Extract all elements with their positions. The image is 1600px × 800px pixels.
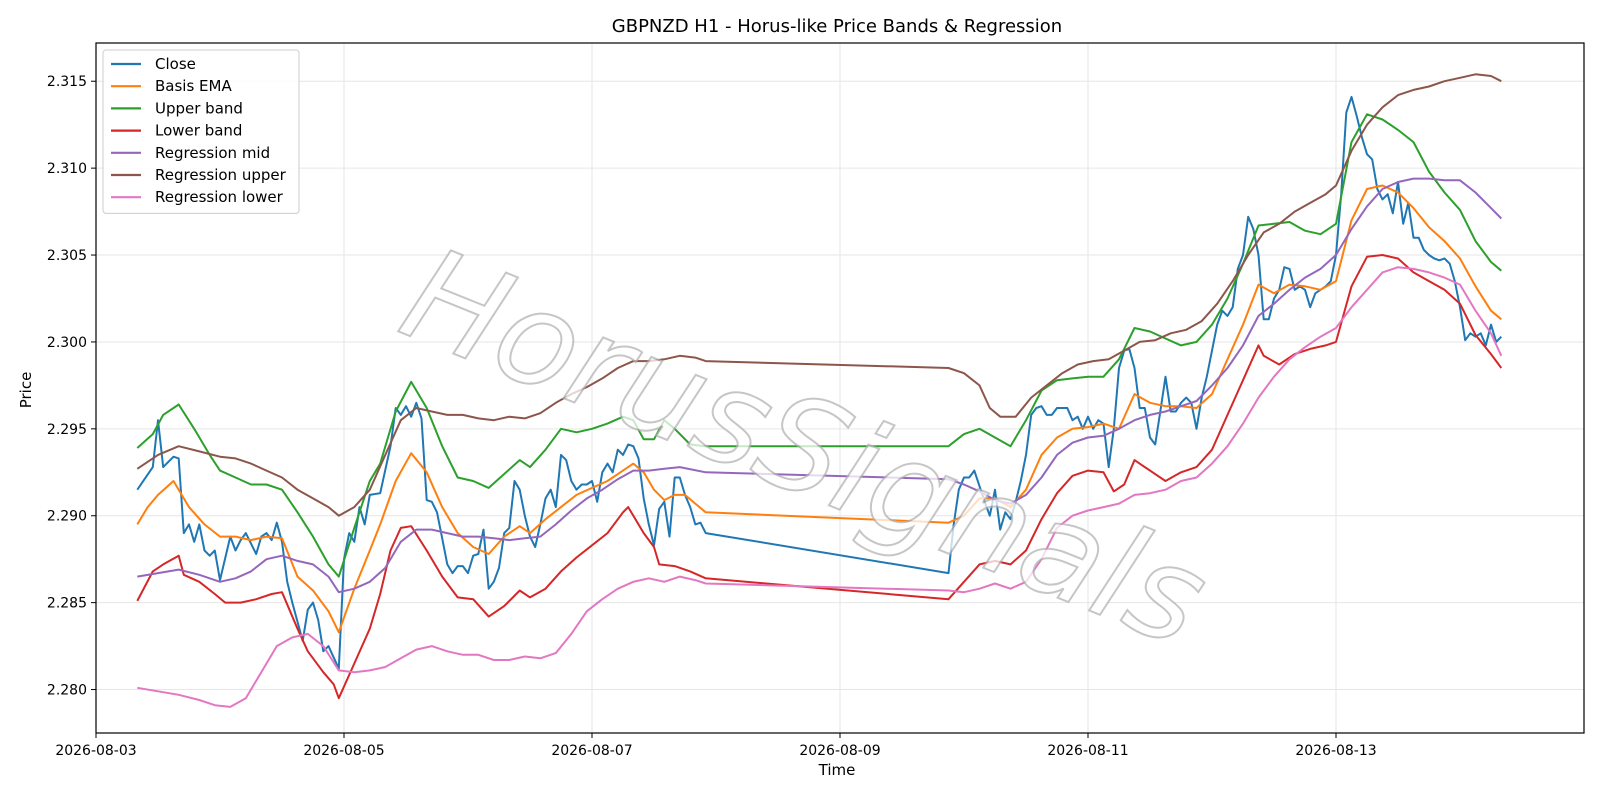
legend-label: Upper band <box>155 99 243 117</box>
legend-box <box>102 49 300 214</box>
legend-label: Regression mid <box>155 144 270 162</box>
x-axis: 2026-08-03 2026-08-05 2026-08-07 2026-08-09… <box>55 733 1377 759</box>
series-line-basis-ema <box>136 184 1502 634</box>
x-tick-label: 2026-08-13 <box>1295 743 1376 759</box>
legend-label: Lower band <box>155 122 242 140</box>
y-tick-label: 2.305 <box>47 248 87 264</box>
x-tick-label: 2026-08-09 <box>799 743 880 759</box>
series-layer <box>136 73 1503 708</box>
series-line-regression-lower <box>137 266 1503 708</box>
legend-label: Basis EMA <box>155 77 232 95</box>
chart-title: GBPNZD H1 - Horus-like Price Bands & Reg… <box>612 16 1062 37</box>
y-tick-label: 2.295 <box>47 422 87 438</box>
x-tick-label: 2026-08-03 <box>55 743 136 759</box>
series-line-upper-band <box>136 113 1502 578</box>
x-axis-label: Time <box>818 761 856 779</box>
y-tick-label: 2.300 <box>47 335 87 351</box>
y-tick-label: 2.285 <box>47 596 87 612</box>
y-tick-label: 2.290 <box>47 509 87 525</box>
legend-label: Close <box>155 55 196 73</box>
series-line-regression-mid <box>137 177 1503 594</box>
legend: Close Basis EMA Upper band Lower band Regres… <box>102 49 300 214</box>
x-tick-label: 2026-08-05 <box>303 743 384 759</box>
legend-label: Regression lower <box>155 188 284 206</box>
y-tick-label: 2.310 <box>47 161 87 177</box>
legend-label: Regression upper <box>155 166 287 184</box>
x-tick-label: 2026-08-07 <box>551 743 632 759</box>
x-tick-label: 2026-08-11 <box>1047 743 1128 759</box>
y-axis-label: Price <box>17 372 35 409</box>
y-axis: 2.280 2.285 2.290 2.295 2.300 2.305 2.310 2.315 <box>47 74 96 699</box>
y-tick-label: 2.315 <box>47 74 87 90</box>
series-line-regression-upper <box>136 73 1502 517</box>
y-tick-label: 2.280 <box>47 683 87 699</box>
